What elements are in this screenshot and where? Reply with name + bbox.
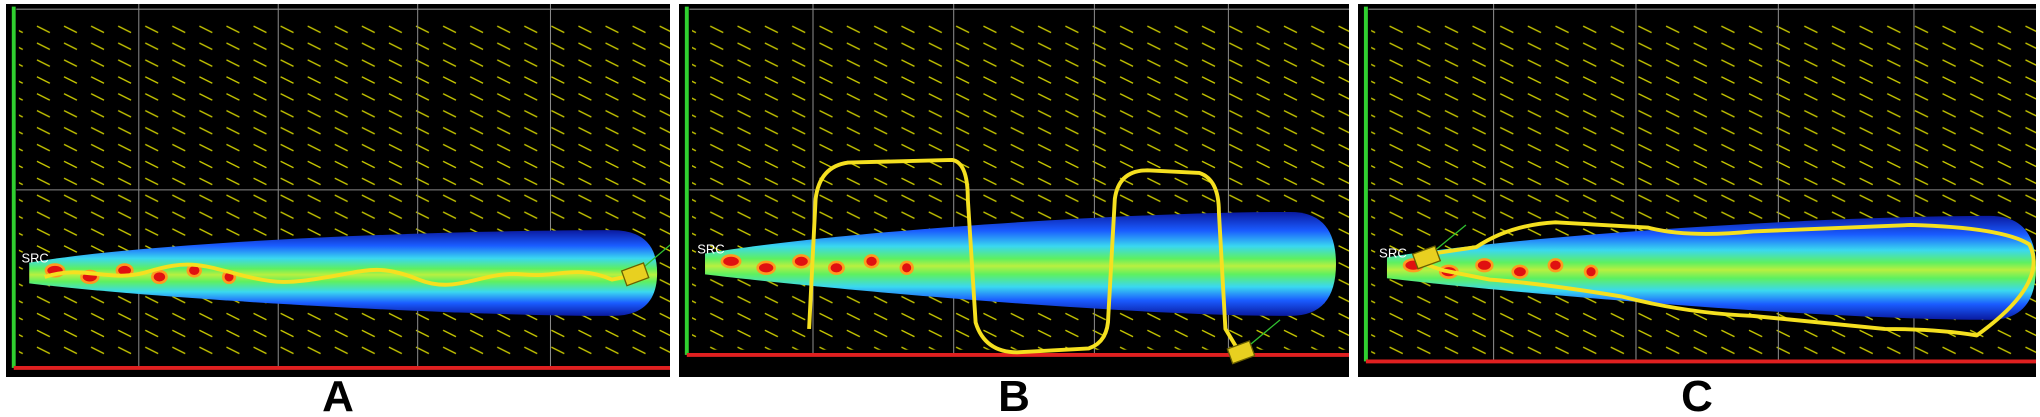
concentration-peak: [1547, 258, 1564, 273]
plume: [1386, 215, 2036, 320]
concentration-peak: [1475, 258, 1494, 273]
concentration-peak: [756, 260, 776, 275]
simulation-panel: SRC: [6, 4, 670, 377]
robot: [1226, 340, 1256, 365]
concentration-peak: [863, 254, 880, 269]
plume: [705, 211, 1336, 316]
robot: [620, 262, 650, 287]
concentration-peak: [151, 269, 168, 285]
concentration-peak: [720, 254, 742, 269]
concentration-peak: [1511, 264, 1529, 279]
concentration-peak: [827, 260, 845, 275]
source-label: SRC: [697, 242, 724, 257]
simulation-panel: SRC: [679, 4, 1349, 377]
robot-trajectory: [807, 158, 1243, 356]
concentration-peak: [792, 254, 811, 269]
panel-canvas: SRC: [1363, 4, 2036, 364]
robot-trajectory: [44, 262, 639, 287]
simulation-panel: SRC: [1358, 4, 2036, 377]
source-label: SRC: [1379, 246, 1407, 261]
concentration-peak: [1583, 264, 1599, 279]
panel-label: A: [322, 372, 354, 417]
robot: [1411, 245, 1442, 270]
concentration-peak: [899, 260, 914, 275]
panel-label: B: [998, 372, 1030, 417]
panel-label: C: [1681, 372, 1713, 417]
source-label: SRC: [21, 251, 48, 266]
panel-canvas: SRC: [11, 4, 670, 370]
panel-canvas: SRC: [684, 4, 1349, 365]
robot-trajectory: [1423, 220, 2036, 338]
